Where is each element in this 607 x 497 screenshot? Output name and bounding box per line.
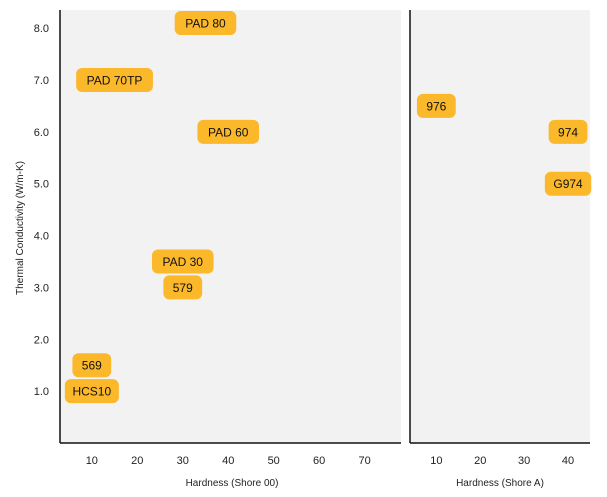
shore00-point-label: PAD 30 [163,255,204,269]
shore00-data-point: PAD 60 [197,119,260,144]
left-x-tick-label: 50 [268,455,280,467]
y-tick-label: 7.0 [34,75,49,87]
y-tick-label: 6.0 [34,127,49,139]
y-tick-label: 3.0 [34,282,49,294]
shore00-point-label: 569 [82,359,102,373]
shore00-marker [76,68,153,93]
shoreA-data-point: 974 [548,119,588,144]
right-x-tick-label: 10 [430,455,442,467]
right-x-tick-label: 20 [474,455,486,467]
shore00-marker [197,119,260,144]
shore00-data-point: HCS10 [64,379,119,404]
shore00-point-label: PAD 70TP [87,74,143,88]
right-x-tick-label: 40 [562,455,574,467]
y-tick-label: 5.0 [34,179,49,191]
left-x-tick-label: 30 [177,455,189,467]
shoreA-data-point: G974 [544,171,592,196]
shoreA-marker [416,93,456,118]
shore00-point-label: HCS10 [72,385,111,399]
shore00-marker [151,249,214,274]
shore00-marker [174,10,237,35]
tick-labels: 1.0 2.0 3.0 4.0 5.0 6.0 7.0 8.0 10 20 30 40 50 60 70 10… [34,23,574,467]
left-x-axis-label: Hardness (Shore 00) [186,478,279,489]
right-plot-area [410,10,590,443]
y-tick-label: 1.0 [34,386,49,398]
shore00-point-label: 579 [173,281,193,295]
left-x-tick-label: 70 [359,455,371,467]
chart-marks: PAD 80 PAD 70TP PAD 60 PAD 30 579 569 HCS10 976… [64,10,592,404]
shoreA-marker [548,119,588,144]
y-tick-label: 8.0 [34,23,49,35]
shoreA-point-label: 974 [558,125,578,139]
shore00-data-point: PAD 30 [151,249,214,274]
shore00-data-point: 569 [72,353,112,378]
y-tick-label: 4.0 [34,231,49,243]
left-x-tick-label: 60 [313,455,325,467]
shore00-data-point: PAD 70TP [76,68,153,93]
y-tick-label: 2.0 [34,334,49,346]
shore00-data-point: PAD 80 [174,10,237,35]
shoreA-point-label: G974 [553,177,583,191]
shore00-marker [72,353,112,378]
left-x-tick-label: 40 [222,455,234,467]
shore00-data-point: 579 [163,275,203,300]
shoreA-data-point: 976 [416,93,456,118]
shore00-point-label: PAD 60 [208,125,249,139]
y-axis-label: Thermal Conductivity (W/m-K) [15,161,26,295]
right-x-axis-label: Hardness (Shore A) [456,478,544,489]
left-x-tick-label: 20 [131,455,143,467]
shore00-marker [64,379,119,404]
shore00-point-label: PAD 80 [185,16,226,30]
shoreA-marker [544,171,592,196]
shore00-marker [163,275,203,300]
right-x-tick-label: 30 [518,455,530,467]
left-x-tick-label: 10 [86,455,98,467]
shoreA-point-label: 976 [426,99,446,113]
